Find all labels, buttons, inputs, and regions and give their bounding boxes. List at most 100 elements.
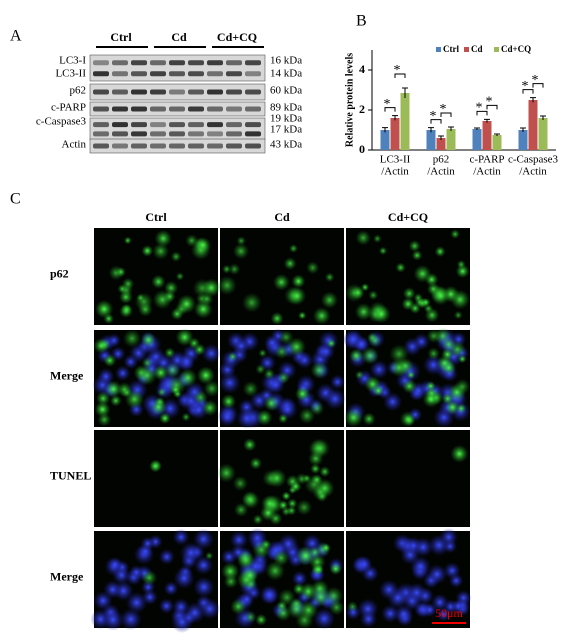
nucleus [229, 530, 249, 550]
group-label: Cd+CQ [217, 30, 257, 44]
signal [291, 274, 306, 289]
significance-bracket [476, 110, 488, 116]
signal [241, 292, 262, 313]
nucleus [295, 351, 314, 369]
signal [164, 362, 181, 379]
signal [448, 340, 466, 358]
signal [256, 409, 273, 426]
band [245, 143, 261, 149]
signal [316, 490, 328, 503]
band [226, 143, 242, 149]
signal [258, 348, 267, 358]
error-bar [520, 127, 526, 132]
signal [408, 240, 421, 252]
signal [310, 361, 328, 379]
significance-bracket [384, 107, 396, 112]
nucleus [236, 407, 258, 429]
band [131, 71, 147, 77]
signal [364, 375, 381, 393]
nucleus [107, 557, 123, 572]
band [207, 106, 223, 112]
signal [233, 502, 249, 517]
signal [103, 354, 117, 367]
signal [402, 379, 417, 394]
signal [141, 569, 158, 586]
nucleus [330, 374, 346, 390]
nucleus [382, 392, 403, 412]
nucleus [406, 582, 427, 603]
nucleus [101, 608, 124, 631]
nucleus [413, 537, 434, 558]
signal [242, 381, 259, 397]
signal [295, 545, 316, 566]
signal [151, 274, 166, 289]
signal [252, 514, 264, 525]
error-bar [428, 127, 434, 133]
signal [109, 394, 122, 407]
column-label: Cd [274, 210, 290, 224]
nucleus [426, 564, 448, 585]
signal [115, 266, 126, 277]
group-label: Cd [171, 30, 187, 44]
signal [222, 264, 232, 274]
signal [105, 380, 122, 398]
error-bar [438, 135, 444, 140]
band [150, 106, 166, 112]
signal [217, 275, 237, 296]
nucleus [163, 581, 179, 596]
size-label: 16 kDa [270, 55, 302, 67]
nucleus [201, 343, 221, 364]
nucleus [393, 604, 414, 624]
band [226, 131, 242, 137]
size-label: 60 kDa [270, 85, 302, 97]
significance-bracket [532, 83, 544, 88]
x-tick-label: /Actin [519, 166, 547, 178]
band [112, 122, 128, 128]
protein-label: Actin [62, 139, 87, 151]
row-label: Merge [50, 569, 84, 583]
signal [445, 400, 460, 415]
band [207, 143, 223, 149]
nucleus [381, 604, 400, 623]
blot-strip [89, 54, 266, 82]
signal [355, 230, 371, 246]
signal [287, 286, 307, 306]
band [131, 122, 147, 128]
legend-swatch [464, 47, 469, 52]
signal [326, 338, 336, 348]
band [207, 71, 223, 77]
band [93, 60, 109, 66]
nucleus [125, 591, 148, 614]
signal [299, 600, 318, 620]
size-label: 89 kDa [270, 102, 302, 114]
signal [236, 236, 246, 246]
band [131, 131, 147, 137]
column-label: Ctrl [145, 210, 167, 224]
band [169, 60, 185, 66]
bar [446, 129, 456, 150]
significance-bracket [486, 104, 498, 110]
band [188, 71, 204, 77]
panel-label: C [10, 191, 21, 208]
signal [434, 246, 446, 258]
signal [424, 307, 440, 323]
signal [411, 249, 423, 261]
signal [170, 384, 181, 395]
signal [283, 257, 297, 271]
band [112, 131, 128, 137]
bar [400, 93, 410, 150]
signal [373, 234, 382, 243]
nucleus [199, 598, 221, 620]
signal [243, 438, 257, 452]
band [112, 60, 128, 66]
signal [263, 395, 280, 412]
band [226, 106, 242, 112]
band [245, 106, 261, 112]
signal [401, 297, 415, 311]
y-tick-label: 2 [359, 102, 365, 116]
signal [121, 387, 133, 398]
signal [252, 540, 271, 559]
signal [311, 474, 323, 486]
signal [312, 307, 331, 325]
nucleus [324, 388, 346, 410]
